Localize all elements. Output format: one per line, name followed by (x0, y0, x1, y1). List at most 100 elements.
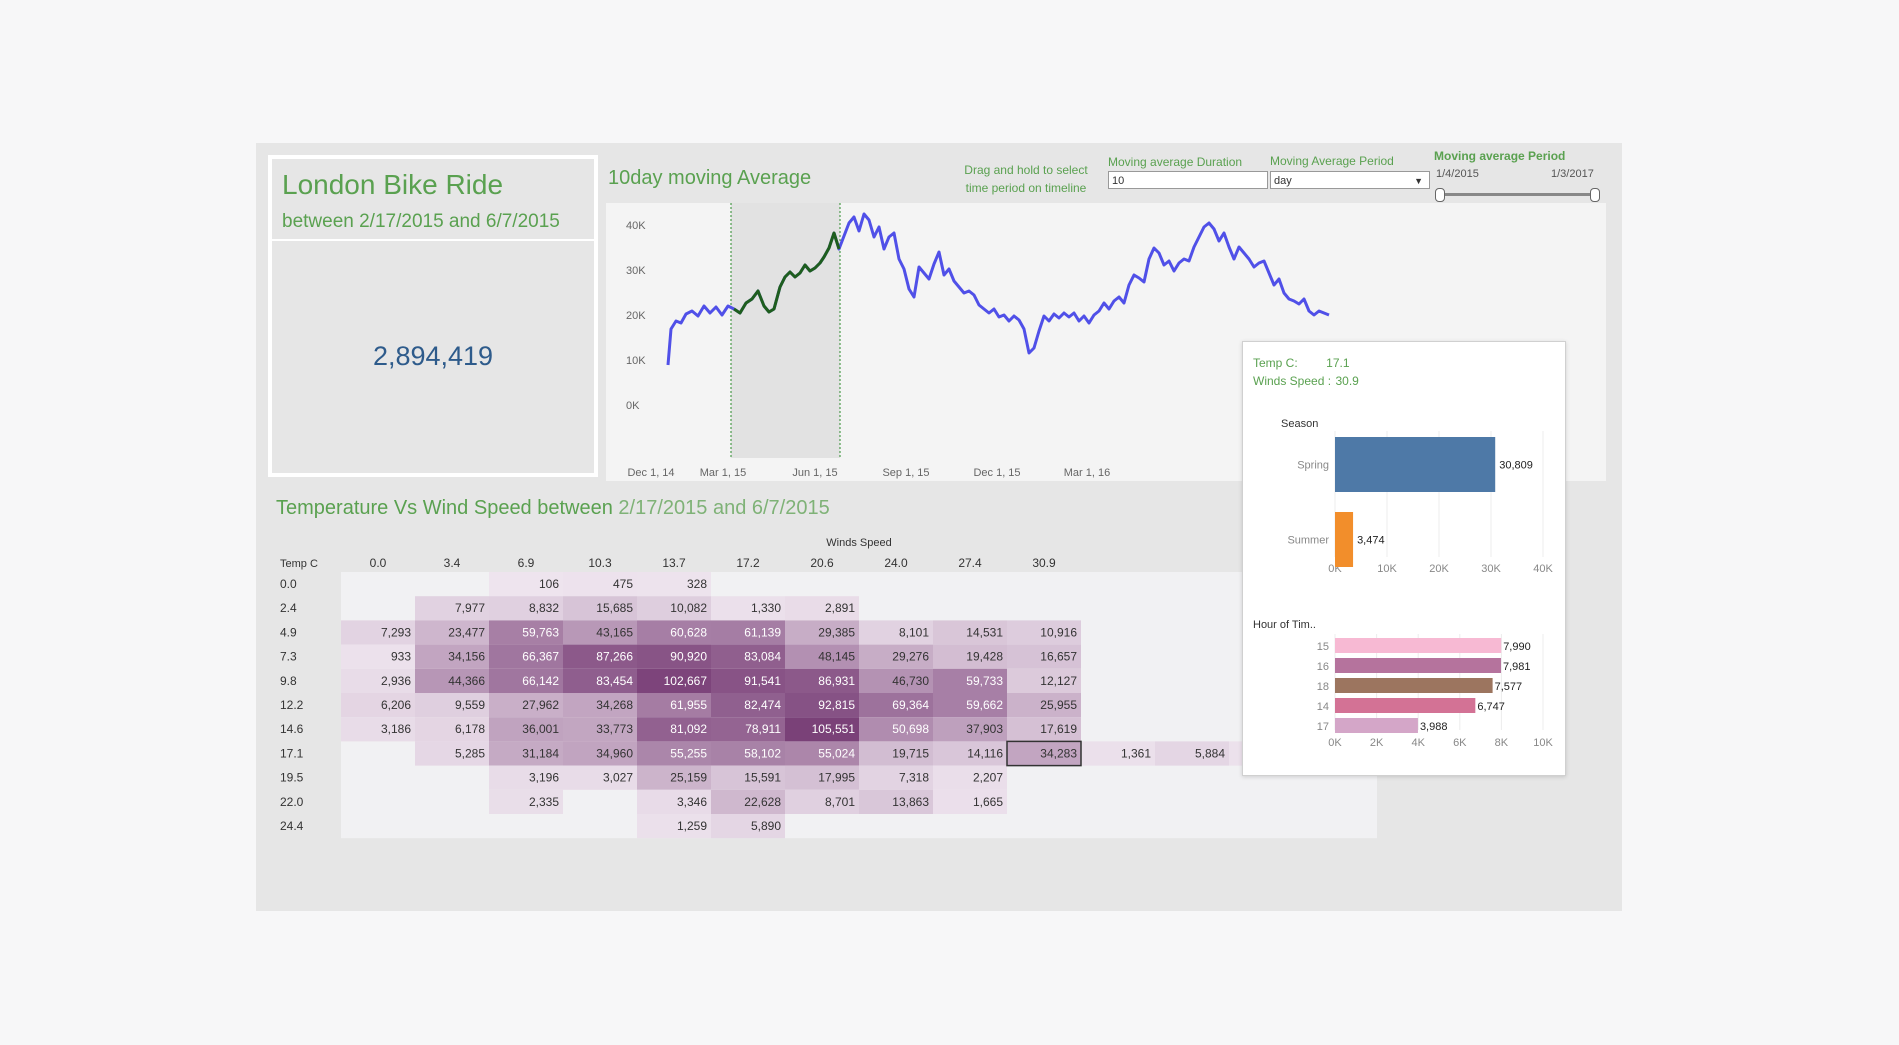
heat-cell[interactable] (563, 693, 637, 718)
heat-cell[interactable] (859, 693, 933, 718)
heat-cell[interactable] (1007, 717, 1081, 742)
heat-cell-value: 81,092 (670, 722, 707, 736)
heat-cell[interactable] (1007, 693, 1081, 718)
heat-cell[interactable] (859, 717, 933, 742)
heat-cell[interactable] (1007, 741, 1081, 766)
heat-cell[interactable] (341, 620, 415, 645)
heat-cell[interactable] (785, 644, 859, 669)
heat-cell[interactable] (563, 620, 637, 645)
heat-cell[interactable] (637, 596, 711, 621)
heat-cell[interactable] (489, 717, 563, 742)
heat-cell[interactable] (711, 596, 785, 621)
ma-duration-input[interactable]: 10 (1108, 171, 1268, 189)
heat-cell[interactable] (415, 668, 489, 693)
heat-cell[interactable] (785, 741, 859, 766)
hour-tick: 0K (1328, 737, 1342, 749)
heat-cell[interactable] (489, 789, 563, 814)
heat-cell[interactable] (415, 717, 489, 742)
heat-cell[interactable] (933, 741, 1007, 766)
heat-cell[interactable] (859, 741, 933, 766)
heat-cell[interactable] (711, 789, 785, 814)
heat-cell[interactable] (859, 668, 933, 693)
heat-cell[interactable] (1007, 644, 1081, 669)
heat-cell[interactable] (415, 644, 489, 669)
heat-cell[interactable] (785, 668, 859, 693)
heat-cell[interactable] (859, 620, 933, 645)
heat-cell[interactable] (563, 741, 637, 766)
heat-cell[interactable] (637, 814, 711, 839)
heat-cell-value: 8,701 (825, 795, 855, 809)
heat-cell[interactable] (637, 765, 711, 790)
heat-cell[interactable] (563, 765, 637, 790)
heat-cell[interactable] (711, 668, 785, 693)
heat-cell[interactable] (637, 620, 711, 645)
heat-cell[interactable] (785, 596, 859, 621)
heat-cell[interactable] (341, 693, 415, 718)
heat-cell[interactable] (637, 644, 711, 669)
heat-cell-value: 5,285 (455, 746, 485, 760)
heat-cell[interactable] (933, 644, 1007, 669)
heat-cell[interactable] (933, 789, 1007, 814)
hour-value: 6,747 (1477, 701, 1505, 713)
heat-cell[interactable] (711, 717, 785, 742)
heat-cell[interactable] (859, 765, 933, 790)
heat-cell[interactable] (785, 789, 859, 814)
slider-track[interactable] (1439, 193, 1595, 196)
heat-cell[interactable] (859, 644, 933, 669)
selected-cell-outline[interactable] (1006, 740, 1082, 767)
heat-cell[interactable] (489, 620, 563, 645)
slider-end-handle[interactable] (1590, 188, 1600, 202)
heat-cell[interactable] (415, 596, 489, 621)
heat-cell[interactable] (1007, 668, 1081, 693)
heat-cell[interactable] (563, 717, 637, 742)
heat-cell[interactable] (933, 693, 1007, 718)
heat-cell[interactable] (637, 668, 711, 693)
heat-cell[interactable] (563, 596, 637, 621)
heat-cell[interactable] (563, 668, 637, 693)
heat-cell[interactable] (489, 668, 563, 693)
temperature-wind-heatmap[interactable]: Winds Speed Temp C 0.0 3.4 6.9 10.3 13.7 17.2 20… (276, 528, 1616, 898)
slider-start-handle[interactable] (1435, 188, 1445, 202)
heat-cell[interactable] (711, 765, 785, 790)
heat-cell[interactable] (637, 693, 711, 718)
heat-cell[interactable] (785, 765, 859, 790)
heat-cell[interactable] (415, 693, 489, 718)
selected-period-line[interactable] (733, 231, 841, 315)
heat-cell[interactable] (933, 717, 1007, 742)
heat-cell[interactable] (933, 668, 1007, 693)
heat-cell[interactable] (1081, 741, 1155, 766)
selection-band[interactable] (731, 203, 840, 458)
heat-cell[interactable] (415, 741, 489, 766)
heat-cell[interactable] (341, 644, 415, 669)
heat-cell[interactable] (489, 644, 563, 669)
heat-cell[interactable] (489, 741, 563, 766)
heat-cell[interactable] (785, 620, 859, 645)
heat-cell[interactable] (859, 789, 933, 814)
heat-cell[interactable] (341, 717, 415, 742)
heat-cell[interactable] (489, 572, 563, 597)
heat-cell[interactable] (637, 717, 711, 742)
heat-cell[interactable] (711, 644, 785, 669)
heat-cell[interactable] (1155, 741, 1229, 766)
heat-cell[interactable] (711, 620, 785, 645)
heat-cell[interactable] (637, 572, 711, 597)
heat-cell[interactable] (637, 741, 711, 766)
heat-cell[interactable] (489, 765, 563, 790)
dashboard: London Bike Ride between 2/17/2015 and 6… (256, 143, 1622, 911)
ma-period-select[interactable]: day ▼ (1270, 171, 1430, 189)
heat-cell[interactable] (1007, 620, 1081, 645)
heat-cell[interactable] (563, 572, 637, 597)
heat-cell[interactable] (933, 620, 1007, 645)
heat-cell[interactable] (711, 814, 785, 839)
heat-cell[interactable] (785, 717, 859, 742)
heat-cell[interactable] (415, 620, 489, 645)
heat-cell[interactable] (785, 693, 859, 718)
heat-cell[interactable] (489, 693, 563, 718)
heat-cell[interactable] (933, 765, 1007, 790)
heat-cell[interactable] (711, 693, 785, 718)
heat-cell[interactable] (711, 741, 785, 766)
heat-cell[interactable] (637, 789, 711, 814)
heat-cell[interactable] (489, 596, 563, 621)
heat-cell[interactable] (341, 668, 415, 693)
heat-cell[interactable] (563, 644, 637, 669)
